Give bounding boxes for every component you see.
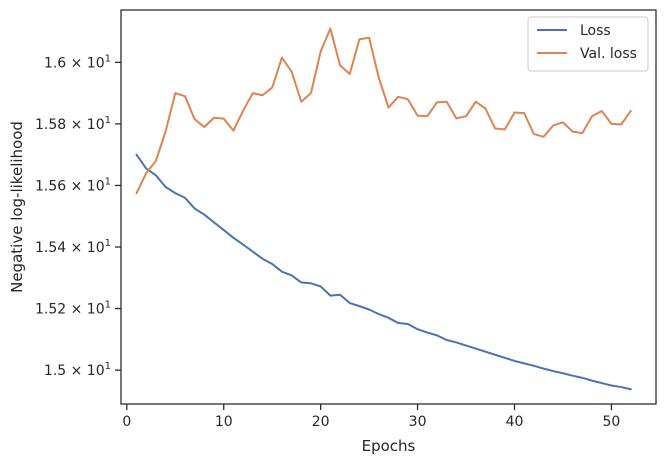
axes-frame (120, 9, 657, 405)
y-axis: 1.5 × 101 1.52 × 101 1.54 × 101 1.56 × 101 1… (35, 53, 121, 379)
legend: Loss Val. loss (527, 16, 649, 72)
y-tick-label: 1.52 × 101 (35, 300, 111, 318)
x-tick-label: 0 (122, 414, 131, 430)
y-tick-label: 1.6 × 101 (44, 53, 111, 71)
x-tick-label: 50 (603, 414, 621, 430)
y-axis-label: Negative log-likelihood (8, 121, 26, 293)
plot-area (135, 27, 632, 391)
y-tick-label: 1.56 × 101 (35, 176, 111, 194)
x-axis-label: Epochs (362, 437, 416, 455)
y-tick-label: 1.5 × 101 (44, 361, 111, 379)
x-tick-label: 10 (215, 414, 233, 430)
y-tick-label: 1.58 × 101 (35, 115, 111, 133)
legend-label-val-loss: Val. loss (580, 46, 637, 62)
legend-label-loss: Loss (580, 23, 611, 39)
x-tick-label: 20 (312, 414, 330, 430)
x-tick-label: 40 (506, 414, 524, 430)
series-line-val-loss (135, 27, 632, 195)
y-tick-label: 1.54 × 101 (35, 238, 111, 256)
series-line-loss (135, 153, 632, 391)
x-tick-label: 30 (409, 414, 427, 430)
x-axis: 0 10 20 30 40 50 (122, 404, 620, 430)
